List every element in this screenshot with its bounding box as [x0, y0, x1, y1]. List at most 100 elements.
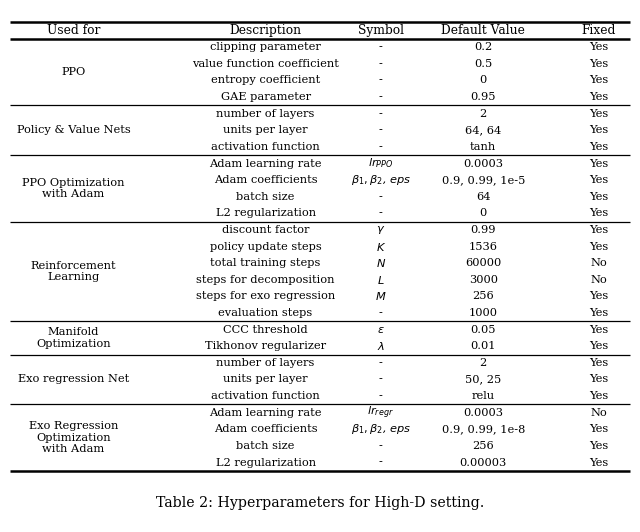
Text: $\beta_1, \beta_2$, eps: $\beta_1, \beta_2$, eps [351, 173, 411, 187]
Text: 0: 0 [479, 76, 487, 86]
Text: L2 regularization: L2 regularization [216, 209, 316, 218]
Text: tanh: tanh [470, 142, 497, 152]
Text: GAE parameter: GAE parameter [221, 92, 310, 102]
Text: 2: 2 [479, 358, 487, 368]
Text: -: - [379, 76, 383, 86]
Text: 50, 25: 50, 25 [465, 375, 501, 385]
Text: $\lambda$: $\lambda$ [377, 340, 385, 352]
Text: Yes: Yes [589, 109, 608, 119]
Text: $\beta_1, \beta_2$, eps: $\beta_1, \beta_2$, eps [351, 422, 411, 436]
Text: batch size: batch size [236, 441, 295, 451]
Text: Description: Description [230, 24, 301, 37]
Text: units per layer: units per layer [223, 126, 308, 135]
Text: -: - [379, 142, 383, 152]
Text: Reinforcement
Learning: Reinforcement Learning [31, 261, 116, 282]
Text: -: - [379, 375, 383, 385]
Text: $lr_{regr}$: $lr_{regr}$ [367, 404, 394, 421]
Text: Exo regression Net: Exo regression Net [18, 375, 129, 385]
Text: Yes: Yes [589, 375, 608, 385]
Text: No: No [590, 408, 607, 418]
Text: Default Value: Default Value [441, 24, 525, 37]
Text: 0.0003: 0.0003 [463, 159, 503, 169]
Text: Used for: Used for [47, 24, 100, 37]
Text: 3000: 3000 [468, 275, 498, 285]
Text: -: - [379, 458, 383, 468]
Text: 0.9, 0.99, 1e-5: 0.9, 0.99, 1e-5 [442, 175, 525, 185]
Text: Yes: Yes [589, 59, 608, 69]
Text: Yes: Yes [589, 292, 608, 302]
Text: PPO: PPO [61, 67, 86, 77]
Text: Adam learning rate: Adam learning rate [209, 159, 322, 169]
Text: Yes: Yes [589, 175, 608, 185]
Text: Yes: Yes [589, 458, 608, 468]
Text: 0.00003: 0.00003 [460, 458, 507, 468]
Text: activation function: activation function [211, 142, 320, 152]
Text: Table 2: Hyperparameters for High-D setting.: Table 2: Hyperparameters for High-D sett… [156, 496, 484, 510]
Text: $N$: $N$ [376, 257, 386, 269]
Text: $\epsilon$: $\epsilon$ [377, 325, 385, 335]
Text: Adam coefficients: Adam coefficients [214, 175, 317, 185]
Text: Yes: Yes [589, 308, 608, 318]
Text: 1000: 1000 [468, 308, 498, 318]
Text: Manifold
Optimization: Manifold Optimization [36, 327, 111, 349]
Text: number of layers: number of layers [216, 109, 315, 119]
Text: -: - [379, 441, 383, 451]
Text: 0.2: 0.2 [474, 42, 492, 52]
Text: Fixed: Fixed [581, 24, 616, 37]
Text: $L$: $L$ [377, 274, 385, 286]
Text: number of layers: number of layers [216, 358, 315, 368]
Text: Yes: Yes [589, 76, 608, 86]
Text: Yes: Yes [589, 42, 608, 52]
Text: $lr_{PPO}$: $lr_{PPO}$ [368, 156, 394, 170]
Text: batch size: batch size [236, 192, 295, 202]
Text: -: - [379, 209, 383, 218]
Text: 2: 2 [479, 109, 487, 119]
Text: entropy coefficient: entropy coefficient [211, 76, 320, 86]
Text: Yes: Yes [589, 325, 608, 335]
Text: $K$: $K$ [376, 240, 386, 253]
Text: units per layer: units per layer [223, 375, 308, 385]
Text: $\gamma$: $\gamma$ [376, 224, 385, 236]
Text: Yes: Yes [589, 391, 608, 401]
Text: CCC threshold: CCC threshold [223, 325, 308, 335]
Text: Yes: Yes [589, 192, 608, 202]
Text: Yes: Yes [589, 142, 608, 152]
Text: activation function: activation function [211, 391, 320, 401]
Text: Policy & Value Nets: Policy & Value Nets [17, 126, 131, 135]
Text: Yes: Yes [589, 441, 608, 451]
Text: -: - [379, 59, 383, 69]
Text: value function coefficient: value function coefficient [192, 59, 339, 69]
Text: Symbol: Symbol [358, 24, 404, 37]
Text: steps for exo regression: steps for exo regression [196, 292, 335, 302]
Text: 0.05: 0.05 [470, 325, 496, 335]
Text: discount factor: discount factor [222, 225, 309, 235]
Text: 256: 256 [472, 441, 494, 451]
Text: 0.95: 0.95 [470, 92, 496, 102]
Text: 64, 64: 64, 64 [465, 126, 501, 135]
Text: Adam coefficients: Adam coefficients [214, 425, 317, 434]
Text: No: No [590, 258, 607, 268]
Text: -: - [379, 358, 383, 368]
Text: relu: relu [472, 391, 495, 401]
Text: total training steps: total training steps [211, 258, 321, 268]
Text: $M$: $M$ [375, 290, 387, 302]
Text: L2 regularization: L2 regularization [216, 458, 316, 468]
Text: -: - [379, 109, 383, 119]
Text: Yes: Yes [589, 242, 608, 252]
Text: 1536: 1536 [468, 242, 498, 252]
Text: -: - [379, 391, 383, 401]
Text: -: - [379, 308, 383, 318]
Text: policy update steps: policy update steps [210, 242, 321, 252]
Text: 256: 256 [472, 292, 494, 302]
Text: evaluation steps: evaluation steps [218, 308, 313, 318]
Text: 0.01: 0.01 [470, 341, 496, 351]
Text: 60000: 60000 [465, 258, 501, 268]
Text: Yes: Yes [589, 358, 608, 368]
Text: 0.5: 0.5 [474, 59, 492, 69]
Text: 64: 64 [476, 192, 490, 202]
Text: Tikhonov regularizer: Tikhonov regularizer [205, 341, 326, 351]
Text: Yes: Yes [589, 209, 608, 218]
Text: -: - [379, 192, 383, 202]
Text: -: - [379, 92, 383, 102]
Text: Adam learning rate: Adam learning rate [209, 408, 322, 418]
